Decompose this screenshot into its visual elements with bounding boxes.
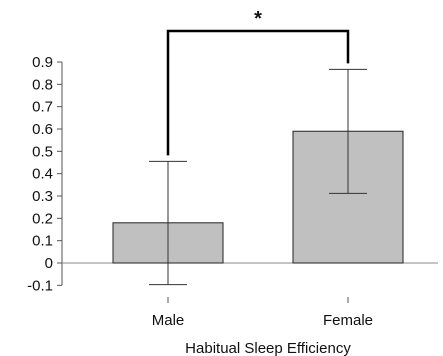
- y-tick-label: 0: [45, 255, 53, 272]
- y-tick-label: 0.1: [32, 233, 53, 250]
- x-axis-title: Habitual Sleep Efficiency: [185, 340, 351, 356]
- y-tick-label: 0.2: [32, 210, 53, 227]
- significance-bracket-line: [166, 29, 350, 156]
- y-tick-label: 0.3: [32, 188, 53, 205]
- y-tick-label: 0.7: [32, 99, 53, 116]
- x-tick-label-female: Female: [323, 312, 373, 329]
- y-tick-label: 0.5: [32, 143, 53, 160]
- x-axis: Male Female: [152, 297, 373, 329]
- y-tick-label: 0.6: [32, 121, 53, 138]
- y-tick-label: 0.8: [32, 76, 53, 93]
- x-tick-label-male: Male: [152, 312, 185, 329]
- significance-bracket: *: [166, 8, 350, 156]
- y-axis: 0.9 0.8 0.7 0.6 0.5 0.4 0.3 0.2 0.1 0 -0.1: [27, 54, 438, 294]
- y-tick-label: 0.4: [32, 166, 53, 183]
- significance-label: *: [254, 8, 262, 30]
- y-tick-label: -0.1: [27, 277, 53, 294]
- y-tick-label: 0.9: [32, 54, 53, 71]
- bars: [112, 130, 404, 264]
- error-bars: [149, 68, 367, 286]
